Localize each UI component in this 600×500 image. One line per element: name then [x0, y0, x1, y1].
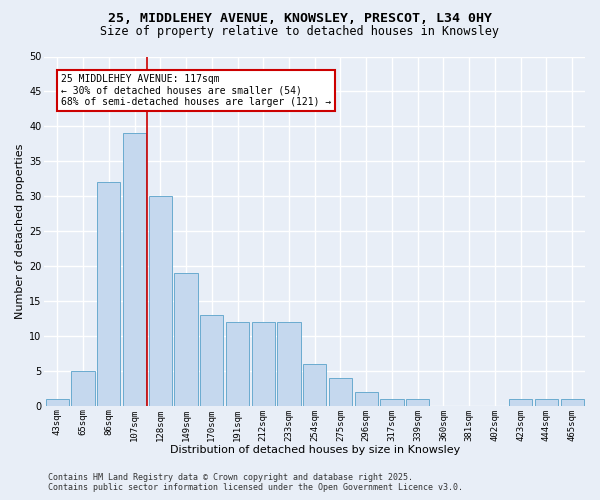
Text: Contains HM Land Registry data © Crown copyright and database right 2025.
Contai: Contains HM Land Registry data © Crown c… — [48, 473, 463, 492]
Y-axis label: Number of detached properties: Number of detached properties — [15, 144, 25, 319]
Bar — [251, 322, 275, 406]
Bar — [149, 196, 172, 406]
Bar — [560, 399, 584, 406]
Bar — [97, 182, 121, 406]
Bar — [509, 399, 532, 406]
Bar — [123, 134, 146, 406]
Bar — [226, 322, 249, 406]
X-axis label: Distribution of detached houses by size in Knowsley: Distribution of detached houses by size … — [170, 445, 460, 455]
Text: 25, MIDDLEHEY AVENUE, KNOWSLEY, PRESCOT, L34 0HY: 25, MIDDLEHEY AVENUE, KNOWSLEY, PRESCOT,… — [108, 12, 492, 26]
Bar — [46, 399, 69, 406]
Bar — [200, 315, 223, 406]
Bar — [535, 399, 558, 406]
Bar — [71, 371, 95, 406]
Bar — [329, 378, 352, 406]
Text: 25 MIDDLEHEY AVENUE: 117sqm
← 30% of detached houses are smaller (54)
68% of sem: 25 MIDDLEHEY AVENUE: 117sqm ← 30% of det… — [61, 74, 331, 107]
Bar — [303, 364, 326, 406]
Bar — [277, 322, 301, 406]
Bar — [380, 399, 404, 406]
Text: Size of property relative to detached houses in Knowsley: Size of property relative to detached ho… — [101, 25, 499, 38]
Bar — [355, 392, 378, 406]
Bar — [175, 273, 197, 406]
Bar — [406, 399, 429, 406]
